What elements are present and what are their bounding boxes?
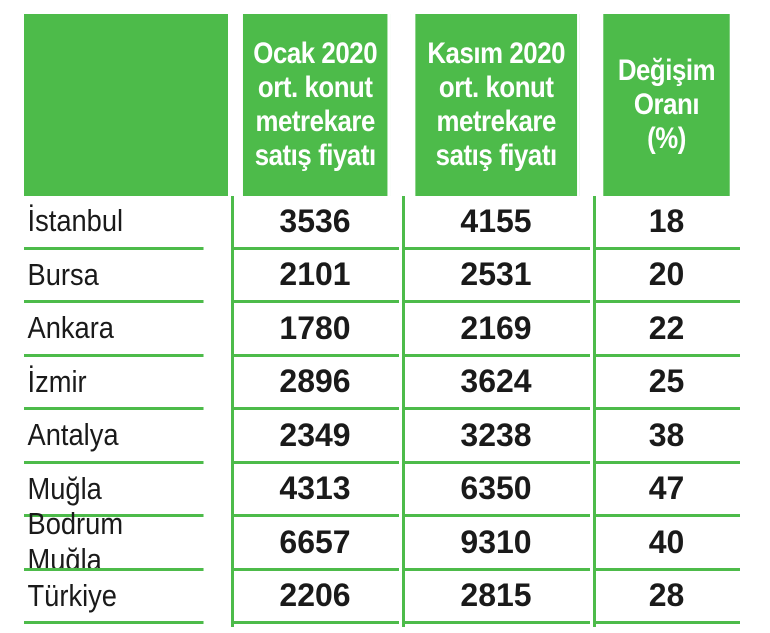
change-rate: 40 [593,517,740,571]
city-name: Ankara [24,303,207,357]
price-table-frame: Ocak 2020 ort. konut metrekare satış fiy… [24,14,740,627]
jan-price: 2349 [231,410,402,464]
change-rate: 47 [593,463,740,517]
change-rate: 22 [593,303,740,357]
change-rate: 25 [593,356,740,410]
jan-price: 1780 [231,303,402,357]
column-divider [593,196,596,627]
city-name: Bodrum Muğla [24,506,207,577]
nov-price: 6350 [402,463,593,517]
header-jan-price: Ocak 2020 ort. konut metrekare satış fiy… [242,14,391,196]
jan-price: 3536 [231,196,402,250]
change-rate: 28 [593,570,740,624]
nov-price: 2531 [402,249,593,303]
header-empty [24,14,231,196]
price-table: Ocak 2020 ort. konut metrekare satış fiy… [24,14,740,624]
city-name: Antalya [24,410,207,464]
city-name: İstanbul [24,196,207,250]
city-name: Türkiye [24,570,207,624]
change-rate: 18 [593,196,740,250]
nov-price: 4155 [402,196,593,250]
nov-price: 3624 [402,356,593,410]
jan-price: 2896 [231,356,402,410]
nov-price: 9310 [402,517,593,571]
nov-price: 3238 [402,410,593,464]
city-name: Muğla [24,463,207,517]
city-name: Bursa [24,249,207,303]
jan-price: 2206 [231,570,402,624]
nov-price: 2169 [402,303,593,357]
header-change-rate: Değişim Oranı (%) [603,14,730,196]
change-rate: 38 [593,410,740,464]
column-divider [231,196,234,627]
city-name: İzmir [24,356,207,410]
nov-price: 2815 [402,570,593,624]
jan-price: 4313 [231,463,402,517]
jan-price: 6657 [231,517,402,571]
jan-price: 2101 [231,249,402,303]
change-rate: 20 [593,249,740,303]
column-divider [402,196,405,627]
header-nov-price: Kasım 2020 ort. konut metrekare satış fi… [415,14,580,196]
